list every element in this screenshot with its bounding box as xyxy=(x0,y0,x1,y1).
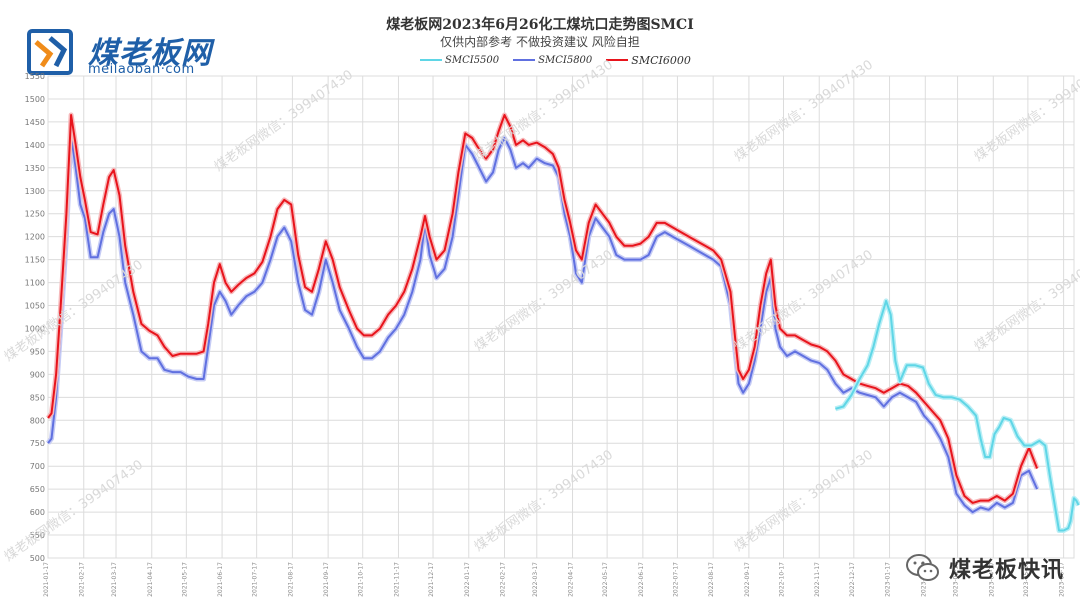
y-tick-label: 1500 xyxy=(25,95,45,104)
x-tick-label: 2022-11-17 xyxy=(814,562,821,597)
x-tick-label: 2021-07-17 xyxy=(252,562,259,597)
x-tick-label: 2021-12-17 xyxy=(428,562,435,597)
legend-item-smci5500: SMCI5500 xyxy=(420,52,499,68)
y-tick-label: 900 xyxy=(30,370,45,379)
x-tick-label: 2022-08-17 xyxy=(708,562,715,597)
y-tick-label: 800 xyxy=(30,416,45,425)
x-tick-label: 2023-01-17 xyxy=(885,562,892,597)
logo-name-cn: 煤老板网 xyxy=(88,36,212,71)
x-tick-label: 2022-09-17 xyxy=(744,562,751,597)
chart-subtitle: 仅供内部参考 不做投资建议 风险自担 xyxy=(440,35,640,49)
wechat-icon xyxy=(905,554,939,581)
y-tick-label: 850 xyxy=(30,393,45,402)
x-tick-label: 2021-04-17 xyxy=(147,562,154,597)
y-tick-label: 1250 xyxy=(25,210,45,219)
x-tick-label: 2021-05-17 xyxy=(181,562,188,597)
x-tick-label: 2021-09-17 xyxy=(323,562,330,597)
x-tick-label: 2022-02-17 xyxy=(500,562,507,597)
series-line-smci5800 xyxy=(47,134,1039,514)
legend-label-smci5800: SMCI5800 xyxy=(538,54,593,66)
y-tick-label: 1050 xyxy=(25,302,45,311)
x-tick-label: 2023-04-17 xyxy=(988,562,995,597)
x-tick-label: 2021-11-17 xyxy=(393,562,400,597)
x-tick-label: 2022-01-17 xyxy=(464,562,471,597)
y-tick-label: 700 xyxy=(30,462,45,471)
y-tick-label: 550 xyxy=(30,531,45,540)
brand-label: 煤老板快讯 xyxy=(948,558,1064,583)
x-tick-label: 2021-10-17 xyxy=(358,562,365,597)
logo: 煤老板网 meilaoban·com xyxy=(26,28,236,78)
x-tick-label: 2022-04-17 xyxy=(568,562,575,597)
chart-title: 煤老板网2023年6月26化工煤坑口走势图SMCI xyxy=(386,17,694,33)
x-tick-label: 2023-05-17 xyxy=(1023,562,1030,597)
x-tick-label: 2021-08-17 xyxy=(287,562,294,597)
x-tick-label: 2022-07-17 xyxy=(672,562,679,597)
y-tick-label: 1000 xyxy=(25,324,45,333)
legend-swatch-smci5800 xyxy=(513,59,536,61)
y-tick-label: 750 xyxy=(30,439,45,448)
x-tick-label: 2022-03-17 xyxy=(532,562,539,597)
legend-label-smci6000: SMCI6000 xyxy=(631,53,691,67)
series-line-smci6000 xyxy=(47,114,1039,504)
x-tick-label: 2022-12-17 xyxy=(849,562,856,597)
y-tick-label: 1150 xyxy=(25,256,45,265)
legend-item-smci6000: SMCI6000 xyxy=(606,52,691,68)
x-tick-label: 2023-03-17 xyxy=(953,562,960,597)
chart-legend: SMCI5500 SMCI5800 SMCI6000 xyxy=(420,52,691,68)
legend-label-smci5500: SMCI5500 xyxy=(445,54,500,66)
legend-swatch-smci6000 xyxy=(606,59,629,61)
y-tick-label: 1350 xyxy=(25,164,45,173)
x-tick-label: 2021-06-17 xyxy=(217,562,224,597)
x-tick-label: 2021-02-17 xyxy=(79,562,86,597)
series-line-smci5500 xyxy=(835,299,1080,532)
logo-name-en: meilaoban·com xyxy=(88,62,195,77)
x-tick-label: 2022-05-17 xyxy=(602,562,609,597)
plot-area xyxy=(47,75,1075,559)
y-tick-label: 950 xyxy=(30,347,45,356)
y-tick-label: 650 xyxy=(30,485,45,494)
legend-item-smci5800: SMCI5800 xyxy=(513,52,592,68)
y-tick-label: 1450 xyxy=(25,118,45,127)
x-tick-label: 2023-06-17 xyxy=(1059,562,1066,597)
y-tick-label: 1300 xyxy=(25,187,45,196)
y-tick-label: 1200 xyxy=(25,233,45,242)
y-tick-label: 1100 xyxy=(25,279,45,288)
legend-swatch-smci5500 xyxy=(420,59,442,61)
x-tick-label: 2022-06-17 xyxy=(638,562,645,597)
x-tick-label: 2021-03-17 xyxy=(111,562,118,597)
y-tick-label: 500 xyxy=(30,554,45,563)
brand-badge: 煤老板快讯 xyxy=(905,552,1064,584)
x-tick-label: 2022-10-17 xyxy=(778,562,785,597)
x-tick-label: 2021-01-17 xyxy=(43,562,50,597)
y-tick-label: 600 xyxy=(30,508,45,517)
y-tick-label: 1400 xyxy=(25,141,45,150)
y-tick-label: 1550 xyxy=(25,72,45,81)
logo-mark-icon xyxy=(27,29,73,75)
